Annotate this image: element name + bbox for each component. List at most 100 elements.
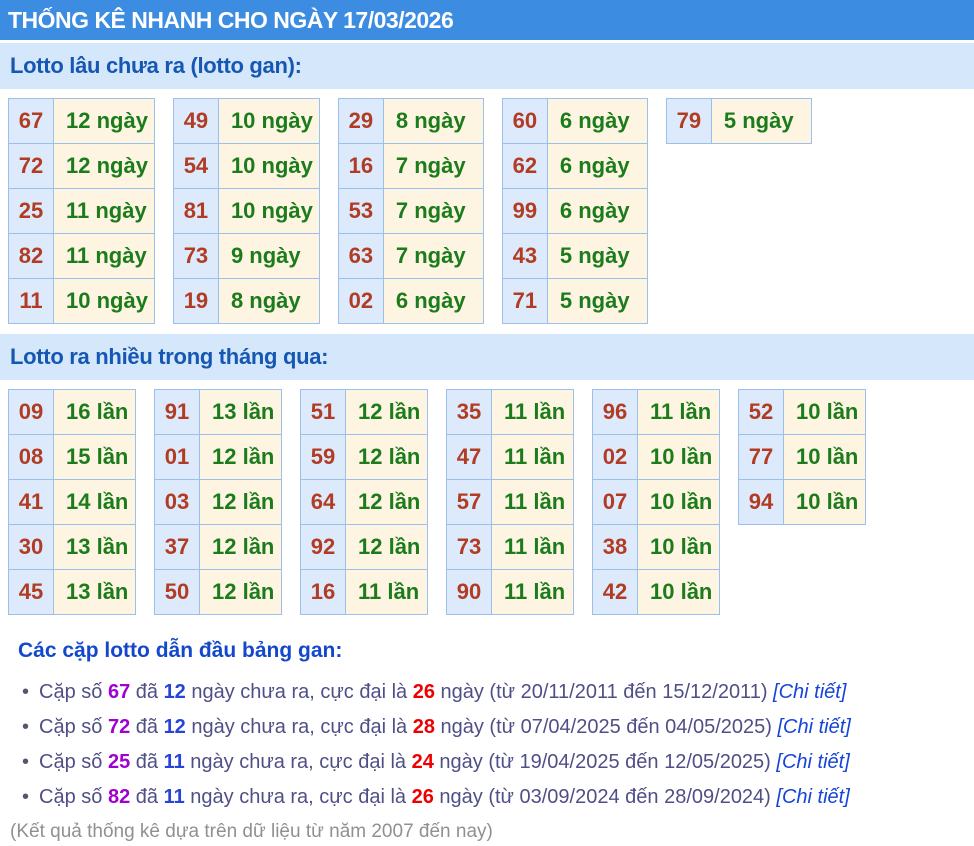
lotto-row: 79 5 ngày	[665, 98, 812, 144]
pair-item: • Cặp số 82 đã 11 ngày chưa ra, cực đại l…	[22, 786, 850, 808]
gan-tables: 67 12 ngày 72 12 ngày 25 11 ngày 82 11 ngày 11 10…	[8, 98, 974, 324]
lotto-table: 96 11 lần 02 10 lần 07 10 lần 38 10 lần 42 10 lần	[592, 389, 720, 615]
lotto-count-cell: 10 lần	[637, 569, 720, 615]
lotto-row: 52 10 lần	[738, 389, 866, 435]
lotto-table: 67 12 ngày 72 12 ngày 25 11 ngày 82 11 ngày 11 10…	[8, 98, 155, 324]
lotto-number-cell: 81	[172, 188, 219, 234]
lotto-row: 01 12 lần	[154, 434, 282, 480]
lotto-number-cell: 16	[337, 143, 384, 189]
lotto-number-cell: 73	[172, 233, 219, 279]
lotto-row: 63 7 ngày	[337, 233, 484, 279]
lotto-row: 96 11 lần	[592, 389, 720, 435]
lotto-table: 09 16 lần 08 15 lần 41 14 lần 30 13 lần 45 13 lần	[8, 389, 136, 615]
detail-link[interactable]: [Chi tiết]	[777, 716, 851, 738]
lotto-number-cell: 50	[154, 569, 200, 615]
bullet-icon: •	[22, 786, 30, 808]
lotto-row: 25 11 ngày	[8, 188, 155, 234]
lotto-number-cell: 43	[501, 233, 548, 279]
lotto-row: 53 7 ngày	[337, 188, 484, 234]
pairs-heading: Các cặp lotto dẫn đầu bảng gan:	[18, 639, 343, 662]
lotto-count-cell: 11 lần	[491, 479, 574, 525]
lotto-count-cell: 10 ngày	[217, 188, 320, 234]
lotto-row: 43 5 ngày	[501, 233, 648, 279]
lotto-count-cell: 7 ngày	[382, 188, 484, 234]
pair-days: 12	[163, 681, 186, 703]
lotto-count-cell: 5 ngày	[710, 98, 812, 144]
lotto-number-cell: 45	[8, 569, 54, 615]
lotto-number-cell: 03	[154, 479, 200, 525]
lotto-number-cell: 35	[446, 389, 492, 435]
lotto-row: 90 11 lần	[446, 569, 574, 615]
pair-number: 25	[107, 751, 131, 773]
lotto-table: 29 8 ngày 16 7 ngày 53 7 ngày 63 7 ngày 02 6 ngày	[337, 98, 484, 324]
pair-max-days: 26	[412, 681, 435, 703]
lotto-count-cell: 8 ngày	[217, 278, 320, 324]
lotto-number-cell: 29	[337, 98, 384, 144]
lotto-count-cell: 12 lần	[345, 389, 428, 435]
lotto-number-cell: 82	[8, 233, 54, 279]
pairs-section: Các cặp lotto dẫn đầu bảng gan: • Cặp số …	[0, 639, 974, 843]
lotto-row: 16 7 ngày	[337, 143, 484, 189]
lotto-count-cell: 7 ngày	[382, 233, 484, 279]
lotto-row: 07 10 lần	[592, 479, 720, 525]
detail-link[interactable]: [Chi tiết]	[776, 751, 850, 773]
lotto-row: 62 6 ngày	[501, 143, 648, 189]
lotto-number-cell: 41	[8, 479, 54, 525]
lotto-count-cell: 10 lần	[783, 389, 866, 435]
lotto-count-cell: 10 ngày	[53, 278, 155, 324]
lotto-count-cell: 11 lần	[491, 569, 574, 615]
lotto-count-cell: 12 lần	[345, 479, 428, 525]
lotto-row: 37 12 lần	[154, 524, 282, 570]
lotto-number-cell: 38	[592, 524, 638, 570]
detail-link[interactable]: [Chi tiết]	[776, 786, 850, 808]
lotto-row: 64 12 lần	[300, 479, 428, 525]
lotto-count-cell: 11 lần	[491, 524, 574, 570]
footnote: (Kết quả thống kê dựa trên dữ liệu từ nă…	[10, 821, 493, 842]
lotto-count-cell: 12 lần	[345, 434, 428, 480]
lotto-row: 35 11 lần	[446, 389, 574, 435]
lotto-count-cell: 13 lần	[199, 389, 282, 435]
pair-item: • Cặp số 25 đã 11 ngày chưa ra, cực đại l…	[22, 751, 850, 773]
lotto-number-cell: 53	[337, 188, 384, 234]
lotto-number-cell: 71	[501, 278, 548, 324]
lotto-row: 73 11 lần	[446, 524, 574, 570]
lotto-count-cell: 12 lần	[199, 524, 282, 570]
lotto-row: 42 10 lần	[592, 569, 720, 615]
frequent-tables: 09 16 lần 08 15 lần 41 14 lần 30 13 lần 45 13 lần…	[8, 389, 974, 615]
lotto-number-cell: 49	[172, 98, 219, 144]
lotto-count-cell: 11 lần	[637, 389, 720, 435]
lotto-number-cell: 52	[738, 389, 784, 435]
lotto-number-cell: 51	[300, 389, 346, 435]
lotto-table: 91 13 lần 01 12 lần 03 12 lần 37 12 lần 50 12 lần	[154, 389, 282, 615]
lotto-count-cell: 10 lần	[783, 434, 866, 480]
lotto-row: 02 10 lần	[592, 434, 720, 480]
lotto-row: 92 12 lần	[300, 524, 428, 570]
lotto-row: 72 12 ngày	[8, 143, 155, 189]
lotto-row: 30 13 lần	[8, 524, 136, 570]
lotto-number-cell: 47	[446, 434, 492, 480]
bullet-icon: •	[22, 716, 30, 738]
lotto-number-cell: 07	[592, 479, 638, 525]
lotto-count-cell: 12 lần	[345, 524, 428, 570]
lotto-number-cell: 19	[172, 278, 219, 324]
lotto-number-cell: 60	[501, 98, 548, 144]
lotto-count-cell: 16 lần	[53, 389, 136, 435]
lotto-number-cell: 77	[738, 434, 784, 480]
bullet-icon: •	[22, 751, 30, 773]
lotto-row: 71 5 ngày	[501, 278, 648, 324]
pair-number: 72	[107, 716, 131, 738]
lotto-count-cell: 12 lần	[199, 434, 282, 480]
lotto-row: 82 11 ngày	[8, 233, 155, 279]
lotto-number-cell: 54	[172, 143, 219, 189]
lotto-number-cell: 01	[154, 434, 200, 480]
detail-link[interactable]: [Chi tiết]	[773, 681, 847, 703]
lotto-row: 19 8 ngày	[172, 278, 320, 324]
lotto-row: 16 11 lần	[300, 569, 428, 615]
lotto-count-cell: 15 lần	[53, 434, 136, 480]
lotto-number-cell: 30	[8, 524, 54, 570]
lotto-row: 57 11 lần	[446, 479, 574, 525]
lotto-number-cell: 25	[8, 188, 54, 234]
lotto-row: 08 15 lần	[8, 434, 136, 480]
section-title-gan: Lotto lâu chưa ra (lotto gan):	[0, 43, 974, 89]
lotto-number-cell: 63	[337, 233, 384, 279]
